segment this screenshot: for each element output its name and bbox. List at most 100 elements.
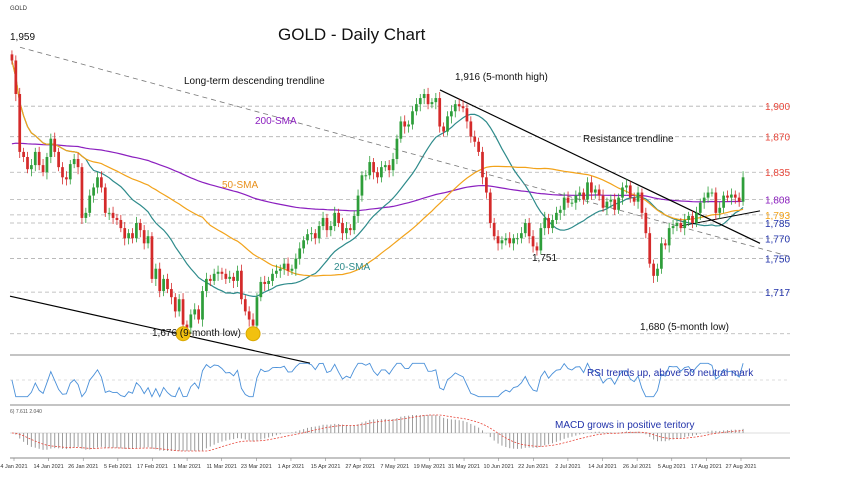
candle-body bbox=[415, 104, 418, 112]
candle-body bbox=[508, 238, 512, 244]
candle-body bbox=[597, 189, 601, 196]
candle-body bbox=[14, 60, 18, 94]
candle-body bbox=[92, 187, 95, 196]
candle-body bbox=[535, 246, 539, 251]
candle-body bbox=[173, 297, 177, 312]
candle-body bbox=[442, 126, 445, 132]
candle-body bbox=[146, 236, 150, 244]
candle-body bbox=[302, 240, 305, 249]
candle-body bbox=[115, 217, 119, 220]
candle-body bbox=[461, 106, 465, 109]
candle-body bbox=[527, 223, 531, 237]
macd-header: 6) 7.611 2.040 bbox=[10, 409, 42, 415]
candle-body bbox=[356, 195, 360, 216]
candle-body bbox=[166, 278, 169, 290]
candle-body bbox=[426, 94, 430, 105]
candle-body bbox=[201, 291, 204, 320]
candle-body bbox=[512, 238, 515, 244]
candle-body bbox=[76, 159, 80, 168]
candle-body bbox=[37, 151, 41, 166]
candle-body bbox=[593, 189, 597, 193]
candle-body bbox=[500, 240, 504, 244]
candle-body bbox=[652, 263, 655, 276]
level-1751-label: 1,751 bbox=[532, 253, 557, 264]
x-tick-label: 27 Aug 2021 bbox=[726, 464, 757, 470]
candle-body bbox=[453, 104, 457, 112]
candle-body bbox=[333, 212, 337, 227]
price-level-label: 1,870 bbox=[765, 133, 790, 144]
sma50-label: 50-SMA bbox=[222, 180, 258, 191]
low-5m-label: 1,680 (5-month low) bbox=[640, 322, 729, 333]
candle-body bbox=[457, 104, 461, 107]
candle-body bbox=[702, 197, 706, 203]
candle-body bbox=[663, 243, 667, 246]
candle-body bbox=[123, 228, 127, 239]
candle-body bbox=[617, 197, 620, 210]
x-tick-label: 17 Aug 2021 bbox=[691, 464, 722, 470]
price-level-label: 1,808 bbox=[765, 196, 790, 207]
candle-body bbox=[481, 151, 484, 178]
candle-body bbox=[251, 319, 255, 326]
candle-body bbox=[271, 273, 274, 281]
candle-body bbox=[621, 187, 624, 198]
candle-body bbox=[158, 268, 162, 292]
candle-body bbox=[710, 192, 714, 194]
x-tick-label: 19 May 2021 bbox=[414, 464, 446, 470]
candle-body bbox=[88, 195, 92, 213]
candle-body bbox=[189, 314, 193, 328]
candle-body bbox=[632, 197, 636, 202]
resistance-trendline bbox=[439, 89, 761, 244]
candle-body bbox=[520, 233, 523, 239]
candle-body bbox=[496, 236, 500, 244]
candle-body bbox=[698, 202, 702, 213]
candle-body bbox=[298, 248, 302, 259]
x-tick-label: 27 Apr 2021 bbox=[345, 464, 375, 470]
candle-body bbox=[640, 192, 644, 213]
candle-body bbox=[395, 138, 399, 160]
candle-body bbox=[586, 182, 589, 200]
candle-body bbox=[212, 273, 216, 281]
candle-body bbox=[119, 219, 123, 229]
x-tick-label: 14 Jan 2021 bbox=[33, 464, 63, 470]
candle-body bbox=[193, 309, 197, 315]
rsi-annotation: RSI trends up, above 50 neutral mark bbox=[587, 368, 754, 379]
x-tick-label: 5 Aug 2021 bbox=[658, 464, 686, 470]
candle-body bbox=[220, 271, 224, 274]
candle-body bbox=[232, 276, 235, 281]
candle-body bbox=[150, 236, 154, 279]
candle-body bbox=[65, 177, 68, 180]
candle-body bbox=[411, 111, 414, 125]
candle-body bbox=[127, 233, 130, 239]
candle-body bbox=[582, 192, 585, 200]
macd-annotation: MACD grows in positive teritory bbox=[555, 420, 694, 431]
candle-body bbox=[450, 111, 453, 117]
candle-body bbox=[628, 185, 632, 198]
candle-body bbox=[376, 172, 379, 178]
candle-body bbox=[329, 226, 333, 231]
candle-body bbox=[399, 121, 403, 139]
candle-body bbox=[434, 98, 438, 103]
candle-body bbox=[418, 98, 422, 105]
candle-body bbox=[321, 217, 325, 227]
candle-body bbox=[290, 268, 294, 271]
candle-body bbox=[465, 108, 469, 122]
candle-body bbox=[733, 194, 737, 198]
candle-body bbox=[667, 228, 671, 246]
x-tick-label: 5 Feb 2021 bbox=[104, 464, 132, 470]
candle-body bbox=[135, 223, 138, 239]
x-tick-label: 7 May 2021 bbox=[380, 464, 409, 470]
candle-body bbox=[477, 141, 480, 152]
candle-body bbox=[80, 167, 84, 218]
candle-body bbox=[687, 215, 690, 220]
x-tick-label: 31 May 2021 bbox=[448, 464, 480, 470]
candle-body bbox=[181, 299, 185, 325]
candle-body bbox=[317, 226, 321, 239]
candle-body bbox=[543, 217, 547, 229]
candle-body bbox=[10, 54, 14, 61]
candle-body bbox=[380, 167, 383, 178]
candle-body bbox=[407, 124, 410, 127]
price-level-label: 1,750 bbox=[765, 255, 790, 266]
candle-body bbox=[103, 187, 107, 213]
candle-body bbox=[57, 151, 60, 168]
candle-body bbox=[656, 268, 659, 276]
